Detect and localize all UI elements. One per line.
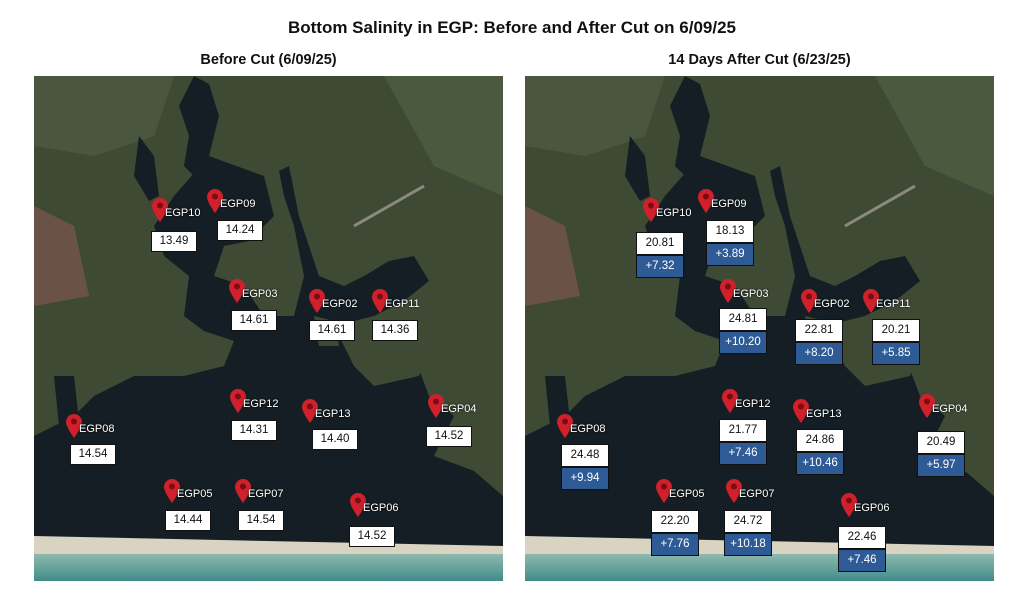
map-pin-icon [309,289,325,313]
station-name-label: EGP06 [854,502,890,514]
map-panel-before: EGP10 13.49 EGP09 14.24 EGP03 14.61 EGP02 14… [34,76,503,581]
station-name-label: EGP12 [735,398,771,410]
map-pin-icon [230,389,246,413]
salinity-change-box: +5.97 [917,454,965,477]
panel-before-subtitle: Before Cut (6/09/25) [200,52,337,68]
station-name-label: EGP07 [248,488,284,500]
map-pin-icon [66,414,82,438]
salinity-value-box: 13.49 [151,231,197,252]
salinity-value-box: 22.81 [795,319,843,342]
salinity-change-box: +3.89 [706,243,754,266]
salinity-change-box: +5.85 [872,342,920,365]
map-pin-icon [801,289,817,313]
station-name-label: EGP02 [322,298,358,310]
map-pin-icon [164,479,180,503]
salinity-value-box: 18.13 [706,220,754,243]
map-pin-icon [919,394,935,418]
salinity-value-box: 14.40 [312,429,358,450]
station-name-label: EGP11 [385,298,420,310]
salinity-change-box: +7.32 [636,255,684,278]
satellite-map [34,76,503,581]
station-name-label: EGP05 [177,488,213,500]
station-name-label: EGP10 [656,207,692,219]
station-name-label: EGP08 [79,423,115,435]
station-name-label: EGP11 [876,298,911,310]
salinity-value-box: 24.81 [719,308,767,331]
map-pin-icon [722,389,738,413]
salinity-value-box: 24.48 [561,444,609,467]
station-name-label: EGP03 [242,288,278,300]
station-name-label: EGP09 [711,198,747,210]
salinity-value-box: 20.21 [872,319,920,342]
station-name-label: EGP12 [243,398,279,410]
station-name-label: EGP03 [733,288,769,300]
salinity-change-box: +10.18 [724,533,772,556]
salinity-change-box: +7.46 [838,549,886,572]
salinity-value-box: 14.24 [217,220,263,241]
salinity-change-box: +7.76 [651,533,699,556]
salinity-value-box: 14.52 [349,526,395,547]
map-panel-after: EGP10 20.81 +7.32 EGP09 18.13 +3.89 EGP03 24.… [525,76,994,581]
map-pin-icon [557,414,573,438]
salinity-value-box: 14.54 [238,510,284,531]
salinity-change-box: +8.20 [795,342,843,365]
salinity-value-box: 22.20 [651,510,699,533]
station-name-label: EGP06 [363,502,399,514]
station-name-label: EGP08 [570,423,606,435]
station-name-label: EGP13 [806,408,842,420]
salinity-value-box: 14.54 [70,444,116,465]
salinity-change-box: +10.20 [719,331,767,354]
salinity-value-box: 14.44 [165,510,211,531]
salinity-value-box: 14.61 [231,310,277,331]
map-pin-icon [656,479,672,503]
salinity-value-box: 21.77 [719,419,767,442]
map-pin-icon [152,198,168,222]
map-pin-icon [793,399,809,423]
map-pin-icon [302,399,318,423]
map-pin-icon [428,394,444,418]
map-pin-icon [863,289,879,313]
station-name-label: EGP13 [315,408,351,420]
salinity-value-box: 24.72 [724,510,772,533]
map-pin-icon [726,479,742,503]
salinity-value-box: 20.49 [917,431,965,454]
map-pin-icon [643,198,659,222]
salinity-value-box: 14.61 [309,320,355,341]
map-pin-icon [720,279,736,303]
map-pin-icon [235,479,251,503]
station-name-label: EGP04 [441,403,477,415]
figure-title: Bottom Salinity in EGP: Before and After… [287,18,737,37]
salinity-value-box: 20.81 [636,232,684,255]
salinity-change-box: +7.46 [719,442,767,465]
panel-after-subtitle: 14 Days After Cut (6/23/25) [668,52,851,68]
map-pin-icon [350,493,366,517]
station-name-label: EGP10 [165,207,201,219]
station-name-label: EGP05 [669,488,705,500]
salinity-value-box: 22.46 [838,526,886,549]
map-pin-icon [229,279,245,303]
station-name-label: EGP09 [220,198,256,210]
salinity-value-box: 14.31 [231,420,277,441]
station-name-label: EGP07 [739,488,775,500]
salinity-value-box: 24.86 [796,429,844,452]
salinity-change-box: +10.46 [796,452,844,475]
map-pin-icon [698,189,714,213]
map-pin-icon [841,493,857,517]
salinity-value-box: 14.52 [426,426,472,447]
station-name-label: EGP02 [814,298,850,310]
map-pin-icon [207,189,223,213]
station-name-label: EGP04 [932,403,968,415]
salinity-change-box: +9.94 [561,467,609,490]
salinity-value-box: 14.36 [372,320,418,341]
map-pin-icon [372,289,388,313]
